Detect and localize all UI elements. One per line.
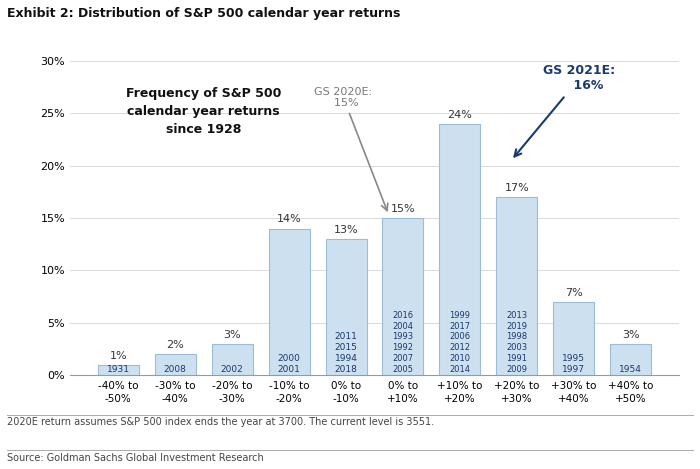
Bar [610,344,651,375]
Text: 1995
1997: 1995 1997 [562,354,585,374]
Text: 17%: 17% [505,183,529,193]
Bar [211,344,253,375]
Bar [382,218,424,375]
Text: 2%: 2% [167,340,184,350]
Text: GS 2021E:
    16%: GS 2021E: 16% [514,64,615,157]
Bar [496,197,538,375]
Text: 2008: 2008 [164,364,187,374]
Text: 13%: 13% [334,225,358,235]
Text: 1931: 1931 [106,364,130,374]
Text: 7%: 7% [565,287,582,298]
Text: 14%: 14% [276,214,302,224]
Bar [553,302,594,375]
Text: 1%: 1% [109,350,127,361]
Text: 15%: 15% [391,204,415,214]
Bar [155,354,196,375]
Text: Frequency of S&P 500
calendar year returns
since 1928: Frequency of S&P 500 calendar year retur… [126,87,281,136]
Text: GS 2020E:
  15%: GS 2020E: 15% [314,86,388,211]
Text: Exhibit 2: Distribution of S&P 500 calendar year returns: Exhibit 2: Distribution of S&P 500 calen… [7,7,400,20]
Text: 2016
2004
1993
1992
2007
2005: 2016 2004 1993 1992 2007 2005 [393,311,414,374]
Text: 3%: 3% [622,330,640,340]
Text: Source: Goldman Sachs Global Investment Research: Source: Goldman Sachs Global Investment … [7,453,264,462]
Text: 3%: 3% [223,330,241,340]
Text: 2020E return assumes S&P 500 index ends the year at 3700. The current level is 3: 2020E return assumes S&P 500 index ends … [7,417,434,427]
Bar [326,239,367,375]
Text: 1999
2017
2006
2012
2010
2014: 1999 2017 2006 2012 2010 2014 [449,311,470,374]
Text: 1954: 1954 [620,364,643,374]
Bar [440,124,480,375]
Text: 2011
2015
1994
2018: 2011 2015 1994 2018 [335,333,358,374]
Text: 2013
2019
1998
2003
1991
2009: 2013 2019 1998 2003 1991 2009 [506,311,528,374]
Bar [269,228,309,375]
Text: 2000
2001: 2000 2001 [278,354,300,374]
Bar [98,365,139,375]
Text: 2002: 2002 [220,364,244,374]
Text: 24%: 24% [447,110,473,120]
